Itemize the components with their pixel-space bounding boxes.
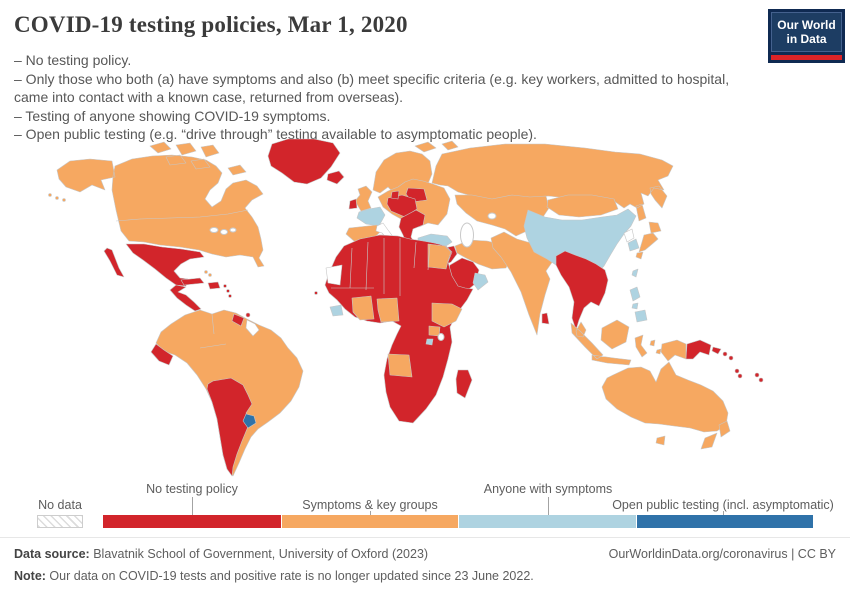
- region-south-korea[interactable]: [627, 238, 640, 252]
- legend-segment-no-testing-policy[interactable]: [103, 515, 281, 528]
- region-mexico[interactable]: [103, 243, 205, 287]
- region-mongolia[interactable]: [546, 194, 619, 218]
- note-text: Our data on COVID-19 tests and positive …: [45, 569, 534, 583]
- footer: Data source: Blavatnik School of Governm…: [0, 537, 850, 583]
- region-ireland[interactable]: [348, 198, 358, 210]
- legend-label-symptoms-key-groups: Symptoms & key groups: [302, 498, 438, 512]
- aral-sea: [487, 212, 497, 220]
- datasource-text: Blavatnik School of Government, Universi…: [89, 547, 429, 561]
- region-angola[interactable]: [387, 353, 413, 378]
- world-choropleth-map: [48, 138, 764, 477]
- footer-link[interactable]: OurWorldinData.org/coronavirus | CC BY: [608, 547, 836, 561]
- region-southern-cone[interactable]: [206, 377, 253, 477]
- subtitle-line: – No testing policy.: [14, 52, 132, 68]
- region-cuba[interactable]: [180, 277, 205, 286]
- subtitle-line: – Open public testing (e.g. “drive throu…: [14, 126, 537, 142]
- region-west-africa-a[interactable]: [351, 295, 375, 321]
- region-france[interactable]: [356, 206, 386, 227]
- region-rwanda[interactable]: [425, 338, 434, 346]
- region-australia[interactable]: [601, 361, 729, 446]
- region-south-asia[interactable]: [490, 231, 557, 336]
- legend-tick: [192, 497, 193, 515]
- region-png[interactable]: [685, 339, 722, 360]
- region-cape-verde[interactable]: [314, 291, 318, 295]
- region-africa-main[interactable]: [324, 234, 474, 424]
- region-trinidad-island[interactable]: [245, 312, 251, 318]
- region-sri-lanka[interactable]: [541, 312, 550, 325]
- no-data-label: No data: [38, 498, 82, 512]
- legend-label-open-public-testing: Open public testing (incl. asymptomatic): [612, 498, 834, 512]
- region-ethiopia[interactable]: [431, 302, 463, 328]
- legend-tick: [370, 511, 371, 515]
- great-lakes: [209, 227, 219, 233]
- region-taiwan[interactable]: [631, 268, 639, 278]
- region-japan[interactable]: [635, 221, 662, 260]
- region-ecuador[interactable]: [150, 343, 174, 366]
- region-madagascar[interactable]: [455, 369, 473, 399]
- note-label: Note:: [14, 569, 46, 583]
- legend-segment-anyone-with-symptoms[interactable]: [458, 515, 636, 528]
- region-central-america[interactable]: [169, 284, 202, 312]
- aleutian-islands[interactable]: [48, 193, 66, 202]
- datasource-label: Data source:: [14, 547, 90, 561]
- lake-victoria: [437, 333, 445, 341]
- region-oman[interactable]: [472, 272, 489, 291]
- caspian-sea: [460, 222, 474, 248]
- region-trinidad[interactable]: [231, 313, 245, 327]
- region-pacific-islands[interactable]: [722, 351, 764, 383]
- region-denmark[interactable]: [390, 190, 400, 200]
- great-lakes: [229, 227, 237, 233]
- legend-segment-open-public-testing[interactable]: [635, 515, 813, 528]
- region-philippines[interactable]: [629, 286, 648, 323]
- region-iceland[interactable]: [326, 170, 345, 185]
- owid-logo-stripe: [771, 55, 842, 60]
- region-bahamas[interactable]: [204, 270, 212, 277]
- subtitle-line: – Only those who both (a) have symptoms …: [14, 70, 730, 106]
- region-new-zealand[interactable]: [700, 420, 731, 450]
- region-west-africa-b[interactable]: [376, 297, 400, 323]
- legend-segment-symptoms-key-groups[interactable]: [280, 515, 458, 528]
- owid-logo[interactable]: Our World in Data: [768, 9, 845, 63]
- map-legend: No data No testing policy Symptoms & key…: [0, 480, 850, 537]
- footer-datasource-row: Data source: Blavatnik School of Governm…: [14, 547, 836, 561]
- region-russia[interactable]: [414, 140, 674, 222]
- region-hispaniola[interactable]: [207, 281, 221, 290]
- subtitle-line: – Testing of anyone showing COVID-19 sym…: [14, 107, 331, 124]
- legend-label-anyone-with-symptoms: Anyone with symptoms: [483, 482, 613, 496]
- region-se-asia[interactable]: [555, 250, 609, 331]
- region-uk[interactable]: [354, 185, 373, 212]
- region-canada-usa[interactable]: [56, 141, 265, 268]
- page-title: COVID-19 testing policies, Mar 1, 2020: [14, 12, 408, 37]
- region-indonesia-malaysia[interactable]: [570, 319, 687, 366]
- legend-label-no-testing-policy: No testing policy: [146, 482, 238, 496]
- owid-logo-text: Our World in Data: [771, 12, 842, 52]
- great-lakes: [220, 229, 228, 235]
- region-caribbean-islands[interactable]: [223, 284, 232, 298]
- region-guyana[interactable]: [245, 319, 260, 337]
- footer-note-row: Note: Our data on COVID-19 tests and pos…: [14, 569, 836, 583]
- region-guinea-coast[interactable]: [329, 304, 344, 317]
- internal-borders: [115, 209, 431, 349]
- region-china[interactable]: [523, 208, 637, 281]
- region-greenland[interactable]: [267, 138, 341, 185]
- region-uruguay[interactable]: [242, 413, 257, 429]
- no-data-swatch[interactable]: [37, 515, 83, 528]
- region-north-korea[interactable]: [623, 228, 635, 243]
- region-western-sahara[interactable]: [325, 264, 343, 286]
- legend-color-bar: [103, 515, 813, 528]
- legend-tick: [723, 511, 724, 515]
- legend-tick: [548, 497, 549, 515]
- subtitle: – No testing policy. – Only those who bo…: [14, 51, 762, 144]
